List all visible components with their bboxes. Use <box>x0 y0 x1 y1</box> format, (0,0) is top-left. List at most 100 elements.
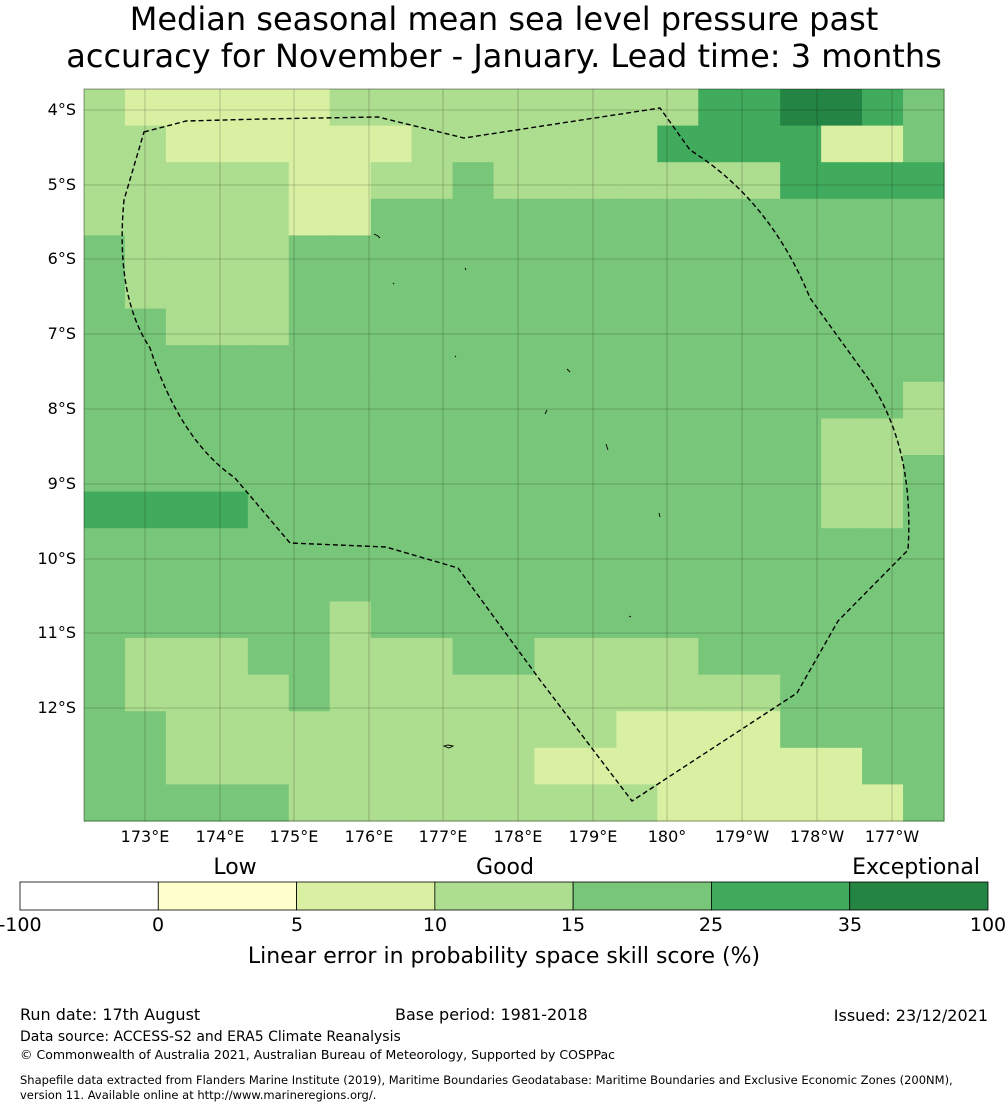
island-outline <box>373 233 381 239</box>
grid-cell <box>821 381 863 419</box>
grid-cell <box>739 162 781 200</box>
island-outline <box>392 282 395 285</box>
grid-cell <box>247 674 290 712</box>
map-title-line-2: accuracy for November - January. Lead ti… <box>66 37 942 75</box>
grid-cell <box>903 235 945 273</box>
grid-cell <box>657 491 699 529</box>
grid-cell <box>370 491 413 529</box>
grid-cell <box>698 455 740 493</box>
grid-cell <box>616 162 658 200</box>
grid-cell <box>534 235 577 273</box>
grid-cell <box>862 308 904 346</box>
grid-cell <box>493 89 536 127</box>
grid-cell <box>698 491 740 529</box>
grid-cell <box>411 674 454 712</box>
grid-cell <box>165 198 208 236</box>
grid-cell <box>329 162 372 200</box>
grid-cell <box>534 784 577 822</box>
grid-cell <box>616 491 658 529</box>
grid-cell <box>534 125 577 163</box>
grid-cell <box>903 564 945 602</box>
grid-cell <box>698 601 740 639</box>
grid-cell <box>206 601 249 639</box>
grid-cell <box>124 381 167 419</box>
grid-cell <box>534 418 577 456</box>
lon-label: 176°E <box>344 827 394 846</box>
island-outline <box>628 615 632 618</box>
grid-cell <box>739 89 781 127</box>
grid-cell <box>288 638 331 676</box>
grid-cell <box>657 674 699 712</box>
grid-cell <box>124 89 167 127</box>
grid-cell <box>534 638 577 676</box>
grid-cell <box>84 89 126 127</box>
grid-cell <box>493 345 536 383</box>
grid-cell <box>411 711 454 749</box>
grid-cell <box>780 345 822 383</box>
grid-cell <box>780 528 822 566</box>
map-frame <box>83 88 945 822</box>
grid-cell <box>780 418 822 456</box>
grid-cell <box>657 638 699 676</box>
grid-cell <box>329 272 372 310</box>
island-outline <box>442 744 455 749</box>
grid-cell <box>370 674 413 712</box>
colorbar-tick: 25 <box>698 914 724 936</box>
grid-cell <box>247 272 290 310</box>
grid-cell <box>370 711 413 749</box>
island-outlines <box>373 233 661 749</box>
grid-cell <box>862 528 904 566</box>
grid-cell <box>821 564 863 602</box>
grid-cell <box>124 564 167 602</box>
grid-cell <box>862 235 904 273</box>
grid-cell <box>903 784 945 822</box>
grid-cell <box>452 198 495 236</box>
grid-cell <box>165 345 208 383</box>
grid-cell <box>903 747 945 785</box>
grid-cell <box>821 418 863 456</box>
grid-cell <box>739 747 781 785</box>
grid-cell <box>698 345 740 383</box>
grid-cell <box>247 162 290 200</box>
island-outline <box>454 355 457 358</box>
grid-cell <box>124 784 167 822</box>
grid-cell <box>616 638 658 676</box>
grid-cell <box>821 345 863 383</box>
grid-cell <box>575 125 617 163</box>
grid-cell <box>657 784 699 822</box>
grid-cell <box>821 125 863 163</box>
grid-cell <box>698 162 740 200</box>
grid-cell <box>165 784 208 822</box>
grid-cell <box>821 491 863 529</box>
lat-label: 4°S <box>47 100 76 119</box>
grid-cell <box>575 308 617 346</box>
grid-cell <box>534 711 577 749</box>
grid-cell <box>370 601 413 639</box>
lon-label: 178°E <box>493 827 543 846</box>
island-outline <box>605 443 609 451</box>
shapefile-credit-line-2: version 11. Available online at http://w… <box>20 1088 377 1102</box>
grid-cell <box>165 162 208 200</box>
map-title-line-1: Median seasonal mean sea level pressure … <box>129 0 879 38</box>
grid-cell <box>780 784 822 822</box>
grid-cell <box>616 272 658 310</box>
grid-cell <box>780 162 822 200</box>
grid-cell <box>370 564 413 602</box>
grid-cell <box>534 272 577 310</box>
grid-cell <box>329 638 372 676</box>
grid-cell <box>247 601 290 639</box>
grid-cell <box>84 528 126 566</box>
grid-cell <box>370 162 413 200</box>
grid-cell <box>247 784 290 822</box>
grid-cell <box>657 455 699 493</box>
grid-cell <box>616 747 658 785</box>
grid-cell <box>739 125 781 163</box>
grid-cell <box>370 381 413 419</box>
grid-cell <box>370 747 413 785</box>
grid-cell <box>534 455 577 493</box>
grid-cell <box>370 455 413 493</box>
colorbar-tick: 0 <box>151 914 165 936</box>
lon-label: 180° <box>647 827 687 846</box>
grid-cell <box>124 272 167 310</box>
